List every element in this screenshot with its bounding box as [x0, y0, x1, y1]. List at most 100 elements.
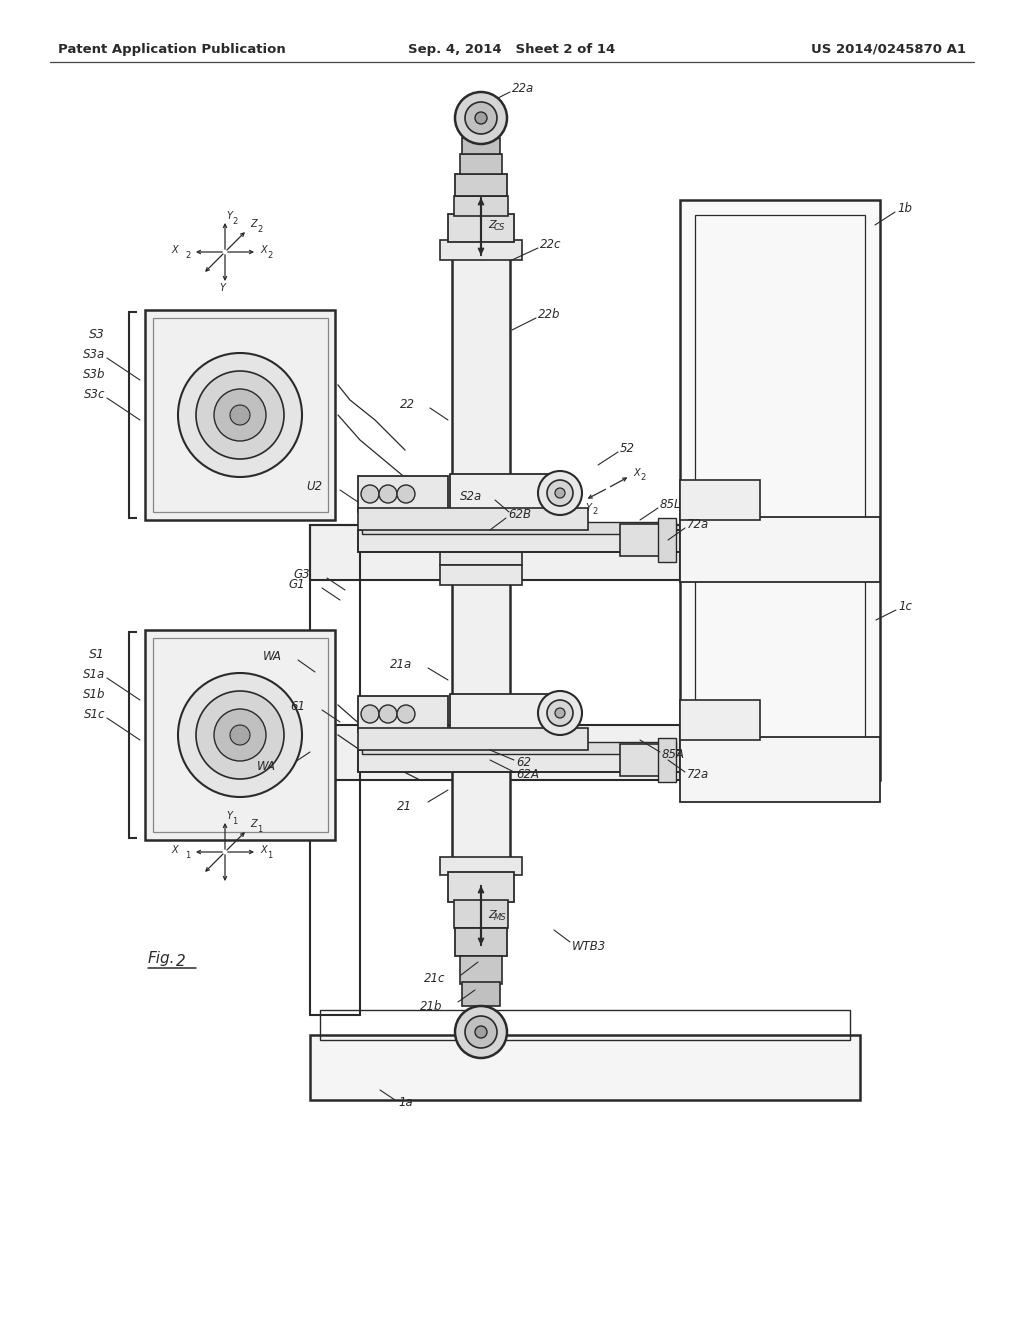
Text: 62A: 62A [516, 768, 539, 781]
Text: 2: 2 [176, 953, 185, 969]
Text: Z: Z [250, 219, 257, 228]
Bar [362, 742, 676, 754]
Text: Y: Y [585, 503, 591, 513]
Bar [658, 738, 676, 781]
Bar [450, 694, 570, 733]
Text: Y: Y [219, 282, 225, 293]
Bar [680, 480, 760, 520]
Circle shape [547, 700, 573, 726]
Circle shape [555, 488, 565, 498]
Circle shape [455, 1006, 507, 1059]
Text: X: X [260, 845, 266, 855]
Circle shape [196, 690, 284, 779]
Bar [620, 744, 675, 776]
Text: Y: Y [226, 211, 232, 220]
Bar [358, 531, 680, 552]
Bar [153, 318, 328, 512]
Text: S3a: S3a [83, 348, 105, 362]
Bar [620, 524, 675, 556]
Text: S3b: S3b [83, 368, 105, 381]
Circle shape [178, 352, 302, 477]
Circle shape [547, 480, 573, 506]
Bar [358, 477, 449, 512]
Bar [440, 546, 522, 565]
Bar [452, 255, 510, 560]
Circle shape [475, 112, 487, 124]
Circle shape [455, 92, 507, 144]
Circle shape [230, 405, 250, 425]
Text: Patent Application Publication: Patent Application Publication [58, 42, 286, 55]
Text: Fig.: Fig. [148, 950, 175, 965]
Bar [358, 508, 588, 531]
Bar [680, 517, 880, 582]
Text: WA: WA [257, 760, 276, 774]
Bar [310, 525, 680, 579]
Text: 72a: 72a [687, 519, 710, 532]
Bar [695, 215, 865, 766]
Bar [358, 696, 449, 733]
Text: 62B: 62B [508, 508, 531, 521]
Bar [310, 525, 360, 1015]
Text: Z: Z [488, 909, 496, 920]
Circle shape [538, 471, 582, 515]
Circle shape [361, 484, 379, 503]
Bar [358, 729, 588, 750]
Text: S1c: S1c [84, 709, 105, 722]
Text: 52: 52 [620, 442, 635, 455]
Text: 1c: 1c [898, 601, 912, 614]
Text: 2: 2 [257, 224, 262, 234]
Text: WA: WA [263, 649, 282, 663]
Text: 2: 2 [185, 251, 190, 260]
Circle shape [397, 484, 415, 503]
Bar [454, 900, 508, 928]
Text: CS: CS [494, 223, 506, 232]
Bar [680, 700, 760, 741]
Text: 85A: 85A [662, 748, 685, 762]
Text: 22b: 22b [538, 309, 560, 322]
Text: S2a: S2a [460, 490, 482, 503]
Circle shape [465, 102, 497, 135]
Text: 85L: 85L [660, 499, 682, 511]
Text: Z: Z [488, 220, 496, 230]
Bar [658, 517, 676, 562]
Text: S1: S1 [89, 648, 105, 661]
Text: 21: 21 [397, 800, 412, 813]
Text: S1b: S1b [83, 689, 105, 701]
Bar [145, 630, 335, 840]
Text: 1: 1 [232, 817, 238, 825]
Text: 2: 2 [592, 507, 597, 516]
Bar [440, 565, 522, 585]
Circle shape [379, 705, 397, 723]
Bar [460, 956, 502, 983]
Circle shape [475, 1026, 487, 1038]
Text: U2: U2 [306, 479, 322, 492]
Circle shape [555, 708, 565, 718]
Bar [460, 510, 560, 525]
Circle shape [230, 725, 250, 744]
Text: X: X [260, 246, 266, 255]
Bar [452, 570, 510, 870]
Circle shape [465, 1016, 497, 1048]
Circle shape [214, 709, 266, 762]
Bar [462, 139, 500, 154]
Text: G3: G3 [293, 569, 310, 582]
Text: 61: 61 [290, 701, 305, 714]
Bar [450, 474, 570, 512]
Bar [145, 310, 335, 520]
Text: 62: 62 [516, 756, 531, 770]
Circle shape [196, 371, 284, 459]
Text: Y: Y [226, 810, 232, 821]
Circle shape [361, 705, 379, 723]
Text: 1: 1 [185, 850, 190, 859]
Bar [449, 873, 514, 902]
Text: G1: G1 [289, 578, 305, 591]
Bar [310, 725, 680, 780]
Bar [440, 240, 522, 260]
Text: 2: 2 [640, 473, 645, 482]
Bar [460, 154, 502, 174]
Text: Z: Z [250, 818, 257, 829]
Text: 72a: 72a [687, 768, 710, 781]
Text: S1a: S1a [83, 668, 105, 681]
Circle shape [379, 484, 397, 503]
Bar [680, 201, 880, 780]
